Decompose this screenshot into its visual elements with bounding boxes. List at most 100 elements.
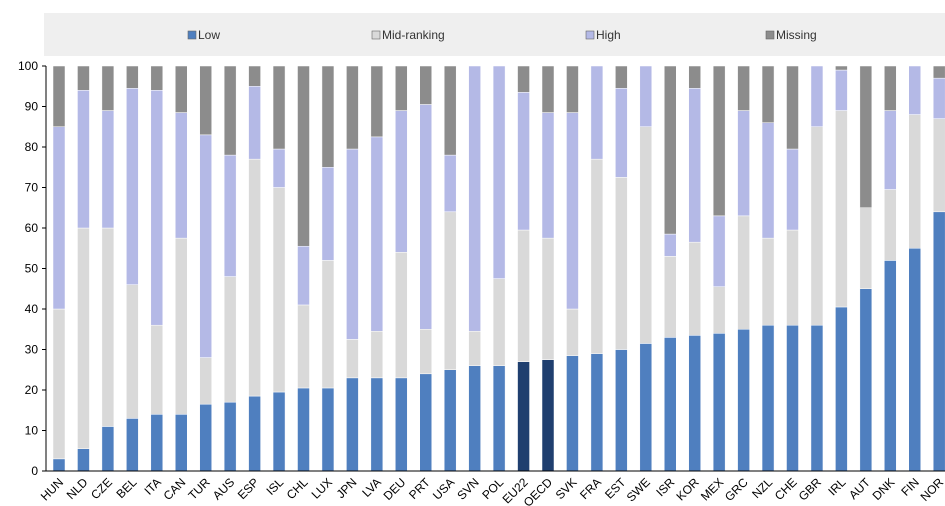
bar-segment-low [223,401,237,472]
bar-segment-missing [786,65,799,150]
bar-segment-missing [77,65,90,91]
y-tick-label: 90 [25,100,39,114]
bar-segment-mid-ranking [688,241,701,336]
bar-segment-missing [688,65,701,89]
bar-segment-high [126,88,139,285]
bar-segment-mid-ranking [297,304,310,389]
bar-segment-mid-ranking [419,329,432,375]
bar-segment-missing [859,65,873,208]
bar-group-mex [712,65,726,472]
x-tick-label: PRT [406,475,433,502]
bar-segment-missing [223,65,237,156]
bar-segment-low [835,306,848,472]
bar-segment-high [932,77,945,119]
bar-segment-missing [272,65,286,150]
bar-group-nld [77,65,90,472]
bar-segment-low [492,365,506,472]
bar-segment-missing [370,65,384,138]
bar-segment-low [395,377,408,472]
bar-segment-high [492,65,506,279]
bar-segment-high [52,126,66,310]
bar-segment-high [370,136,384,332]
bar-segment-mid-ranking [395,252,408,379]
bar-segment-missing [566,65,579,113]
bar-segment-missing [101,65,115,111]
x-tick-label: JPN [334,475,360,501]
bar-segment-low [884,260,897,472]
bar-group-ita [150,65,164,472]
bar-segment-high [321,167,335,261]
bar-segment-high [590,65,604,160]
bar-segment-low [566,355,579,472]
bar-group-esp [248,65,261,472]
bar-group-bel [126,65,139,472]
bar-segment-low [468,365,481,472]
y-tick-label: 100 [18,59,38,73]
bar-segment-low [590,353,604,472]
bar-segment-mid-ranking [590,158,604,354]
bar-segment-high [615,88,628,178]
x-tick-label: NOR [918,475,945,504]
bar-segment-missing [419,65,432,105]
bar-group-isl [272,65,286,472]
bar-segment-mid-ranking [150,324,164,415]
bar-segment-missing [884,65,897,111]
x-tick-label: EST [602,475,629,502]
legend-label: High [596,28,621,42]
x-tick-label: IRL [825,475,848,498]
bar-segment-missing [664,65,677,235]
bar-segment-mid-ranking [52,308,66,460]
bar-group-deu [395,65,408,472]
bar-segment-mid-ranking [884,189,897,261]
x-tick-label: ISL [264,475,287,498]
legend-swatch-missing [765,30,775,40]
bar-segment-mid-ranking [566,308,579,356]
bar-segment-low [199,403,212,472]
bar-segment-mid-ranking [468,331,481,366]
y-axis: 0 10 20 30 40 50 60 70 80 90 100 [18,59,47,478]
bar-segment-low [52,458,66,472]
bar-segment-high [468,65,481,332]
bar-segment-mid-ranking [712,286,726,334]
bar-segment-mid-ranking [223,276,237,403]
bar-group-fin [908,65,921,472]
legend-swatch-high [585,30,595,40]
y-tick-label: 70 [25,181,39,195]
bar-segment-high [443,154,457,213]
bar-group-svk [566,65,579,472]
bar-group-nor [932,65,945,472]
y-tick-label: 0 [31,464,38,478]
bar-segment-low [248,395,261,472]
bar-segment-high [884,110,897,190]
legend-label: Mid-ranking [382,28,445,42]
bar-segment-low [859,288,873,472]
bar-segment-high [786,148,799,231]
bar-segment-missing [541,65,555,113]
bar-segment-mid-ranking [615,177,628,350]
bar-segment-missing [248,65,261,87]
bar-segment-mid-ranking [835,110,848,308]
bar-segment-missing [835,65,848,71]
bar-segment-mid-ranking [346,339,359,379]
bar-group-lux [321,65,335,472]
bar-segment-mid-ranking [664,256,677,338]
bar-segment-high [101,110,115,229]
legend-label: Low [198,28,220,42]
bar-segment-high [199,134,212,358]
bar-segment-low [810,324,824,472]
bar-segment-low [443,369,457,472]
x-tick-label: NZL [749,475,775,501]
bar-segment-high [395,110,408,253]
bar-segment-mid-ranking [199,357,212,405]
bar-segment-mid-ranking [786,229,799,326]
bar-segment-high [639,65,653,127]
bar-segment-mid-ranking [761,237,775,326]
x-tick-label: LUX [309,475,335,501]
bar-group-est [615,65,628,472]
bar-segment-low [150,414,164,472]
bar-segment-missing [52,65,66,127]
x-tick-label: DEU [381,475,409,503]
bar-segment-missing [712,65,726,217]
bar-group-tur [199,65,212,472]
